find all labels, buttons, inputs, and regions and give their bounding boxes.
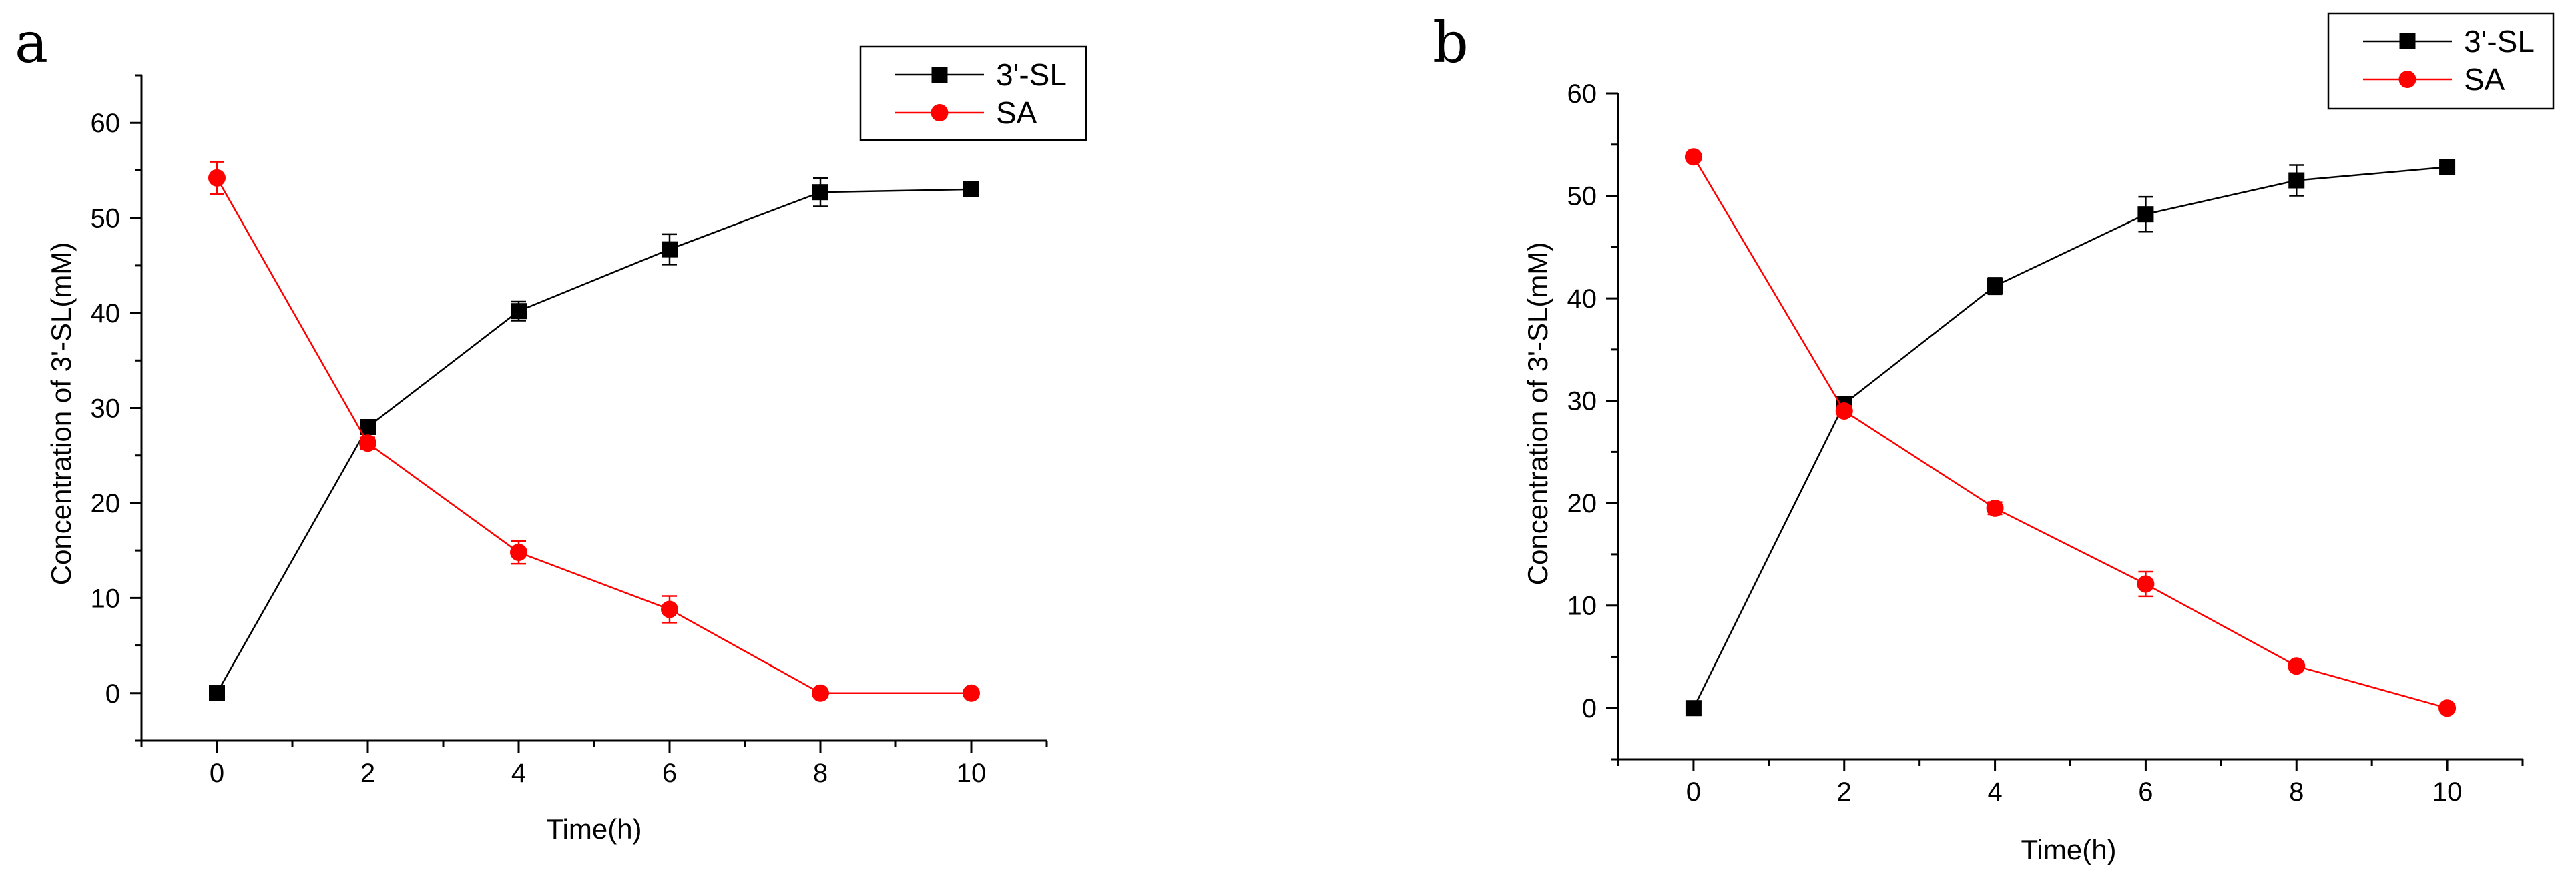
panel-b-3sl-point [1987, 278, 2003, 294]
panel-b-x-tick-label: 4 [1987, 777, 2002, 807]
panel-a-3sl-point [812, 184, 828, 201]
panel-a-letter: a [15, 10, 48, 75]
panel-b-3sl-point [2137, 206, 2154, 223]
panel-a-legend-3sl-marker [931, 67, 948, 83]
panel-a-sa-line [216, 177, 971, 695]
panel-a-legend-3sl-label: 3'-SL [996, 57, 1067, 92]
panel-b-3sl-line [1692, 166, 2448, 709]
panel-b-y-tick-label: 0 [1582, 694, 1597, 723]
panel-b-sa-line [1692, 156, 2448, 709]
panel-b-y-axis-title: Concentration of 3'-SL(mM) [1522, 242, 1553, 586]
panel-b-y-tick-label: 40 [1567, 284, 1597, 314]
panel-a-y-tick-label: 30 [91, 394, 121, 424]
panel-a-sa-point [510, 543, 527, 561]
panel-a-sa-point [208, 169, 226, 187]
panel-b-sa-point [2438, 699, 2457, 717]
panel-b-y-tick-label: 30 [1567, 387, 1597, 416]
panel-b-sa-point [1986, 499, 2004, 517]
panel-a-sa-point [359, 434, 376, 452]
panel-a-x-tick-label: 8 [813, 759, 828, 788]
panel-a-x-axis-title: Time(h) [546, 813, 641, 845]
panel-a-sa-point [963, 684, 980, 702]
panel-b-x-tick-label: 6 [2138, 777, 2153, 807]
panel-b-legend-box [2327, 12, 2555, 110]
panel-a-y-tick-label: 50 [91, 204, 121, 234]
panel-b-x-tick-label: 2 [1837, 777, 1852, 807]
panel-a-3sl-point [511, 303, 527, 320]
panel-b-letter: b [1433, 10, 1469, 75]
panel-a-x-tick-label: 6 [662, 759, 677, 788]
panel-a-y-tick-label: 0 [105, 679, 120, 709]
panel-a-legend-sa-marker [931, 104, 949, 121]
panel-a-y-tick-label: 60 [91, 109, 121, 138]
panel-b-y-tick-label: 60 [1567, 79, 1597, 109]
panel-a-3sl-point [662, 241, 678, 258]
panel-a-y-tick-label: 10 [91, 584, 121, 613]
panel-b-chart: b Time(h) Concentration of 3'-SL(mM) 0 2 4… [1433, 10, 2555, 865]
panel-a-3sl-line [216, 188, 972, 694]
panel-b-legend-3sl-label: 3'-SL [2464, 24, 2535, 59]
panel-b-x-axis-title: Time(h) [2021, 834, 2116, 865]
panel-b-sa-point [1835, 402, 1853, 420]
panel-a-x-tick-label: 10 [957, 759, 987, 788]
panel-a-sa-point [812, 684, 829, 702]
panel-b-y-tick-label: 10 [1567, 592, 1597, 621]
panel-b-x-tick-label: 8 [2289, 777, 2304, 807]
panel-b-3sl-point [1685, 700, 1702, 717]
panel-a-legend-sa-label: SA [996, 95, 1037, 130]
panel-b-legend-sa-marker [2398, 71, 2416, 88]
panel-a-legend-box [859, 45, 1087, 141]
panel-a-chart: a Time(h) Concentration of 3'-SL(mM) 0 2 4… [15, 10, 1087, 845]
panel-b-x-tick-label: 0 [1686, 777, 1701, 807]
panel-a-x-tick-label: 0 [210, 759, 224, 788]
panel-a-y-tick-label: 20 [91, 489, 121, 518]
panel-a-y-tick-label: 40 [91, 299, 121, 328]
panel-b-legend-sa-label: SA [2464, 62, 2505, 97]
panel-a-x-tick-label: 2 [360, 759, 375, 788]
panel-b-sa-point [1684, 148, 1702, 166]
panel-b-3sl-point [2439, 159, 2456, 175]
panel-b-x-tick-label: 10 [2432, 777, 2463, 807]
panel-b-sa-point [2288, 657, 2306, 675]
panel-b-legend-3sl-marker [2399, 33, 2416, 49]
panel-a-3sl-point [209, 685, 225, 701]
panel-b-y-tick-label: 50 [1567, 182, 1597, 211]
panel-b-y-tick-label: 20 [1567, 489, 1597, 518]
panel-b-sa-point [2137, 575, 2155, 593]
panel-a-x-tick-label: 4 [511, 759, 526, 788]
panel-a-sa-point [661, 600, 678, 618]
panel-a-3sl-point [963, 181, 979, 197]
panel-a-y-axis-title: Concentration of 3'-SL(mM) [45, 242, 77, 586]
panel-b-3sl-point [2288, 172, 2305, 189]
